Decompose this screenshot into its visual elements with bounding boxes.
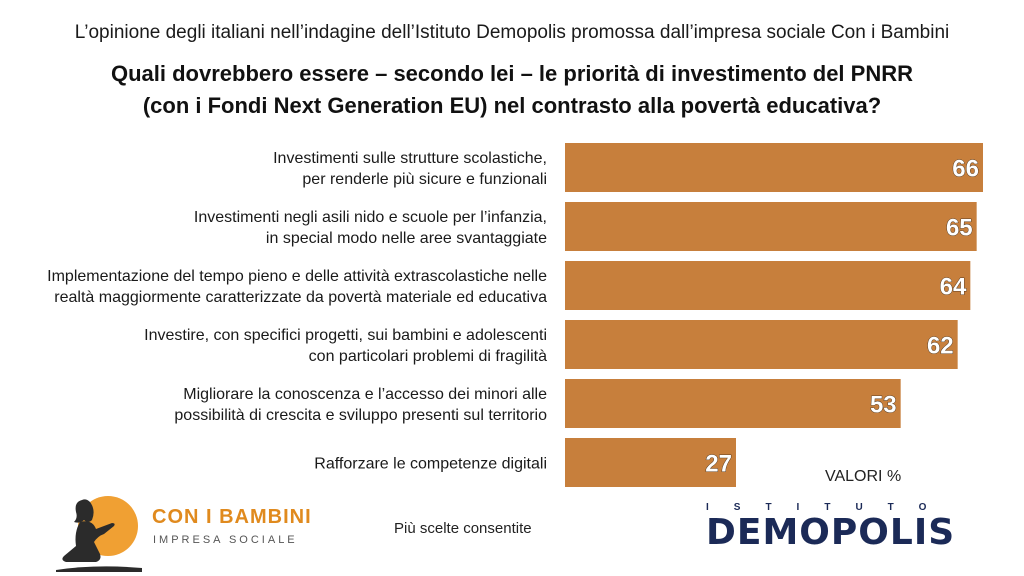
demopolis-logo: ISTITUTO DEMOPOLIS xyxy=(706,502,976,562)
chart-title: Quali dovrebbero essere – secondo lei – … xyxy=(0,58,1024,122)
category-label-2-line-2: in special modo nelle aree svantaggiate xyxy=(266,230,547,247)
con-i-bambini-wordmark: CON I BAMBINI xyxy=(152,506,312,528)
bar-6 xyxy=(565,438,736,487)
category-label-5-line-2: possibilità di crescita e sviluppo prese… xyxy=(174,407,547,424)
con-i-bambini-logo: CON I BAMBINI IMPRESA SOCIALE xyxy=(52,492,311,574)
bar-value-3: 64 xyxy=(940,274,967,301)
survey-subtitle: L’opinione degli italiani nell’indagine … xyxy=(74,22,950,43)
category-label-6-line-1: Rafforzare le competenze digitali xyxy=(314,456,547,473)
chart-title-line-1: Quali dovrebbero essere – secondo lei – … xyxy=(110,61,913,86)
category-label-5-line-1: Migliorare la conoscenza e l’accesso dei… xyxy=(183,386,547,403)
demopolis-wordmark: DEMOPOLIS xyxy=(706,512,956,553)
chart-title-line-2: (con i Fondi Next Generation EU) nel con… xyxy=(142,93,882,118)
bar-value-5: 53 xyxy=(870,392,897,419)
bar-value-4: 62 xyxy=(927,333,954,360)
bar-3 xyxy=(565,261,971,310)
category-label-3-line-2: realtà maggiormente caratterizzate da po… xyxy=(54,289,547,306)
bar-1 xyxy=(565,143,983,192)
bar-value-2: 65 xyxy=(946,215,973,242)
unit-label: VALORI % xyxy=(825,468,902,485)
category-label-4-line-2: con particolari problemi di fragilità xyxy=(309,348,547,365)
bar-value-1: 66 xyxy=(952,156,979,183)
child-reading-icon xyxy=(56,496,142,572)
bar-2 xyxy=(565,202,977,251)
istituto-text: ISTITUTO xyxy=(706,502,952,513)
impresa-sociale-text: IMPRESA SOCIALE xyxy=(153,534,298,546)
bar-4 xyxy=(565,320,958,369)
category-label-2-line-1: Investimenti negli asili nido e scuole p… xyxy=(194,209,547,226)
category-label-1-line-1: Investimenti sulle strutture scolastiche… xyxy=(273,150,547,167)
bar-5 xyxy=(565,379,901,428)
category-label-1-line-2: per renderle più sicure e funzionali xyxy=(302,171,547,188)
multiple-choice-note: Più scelte consentite xyxy=(394,520,532,537)
category-label-4-line-1: Investire, con specifici progetti, sui b… xyxy=(144,327,547,344)
category-label-3-line-1: Implementazione del tempo pieno e delle … xyxy=(47,268,547,285)
bar-value-6: 27 xyxy=(705,451,732,478)
